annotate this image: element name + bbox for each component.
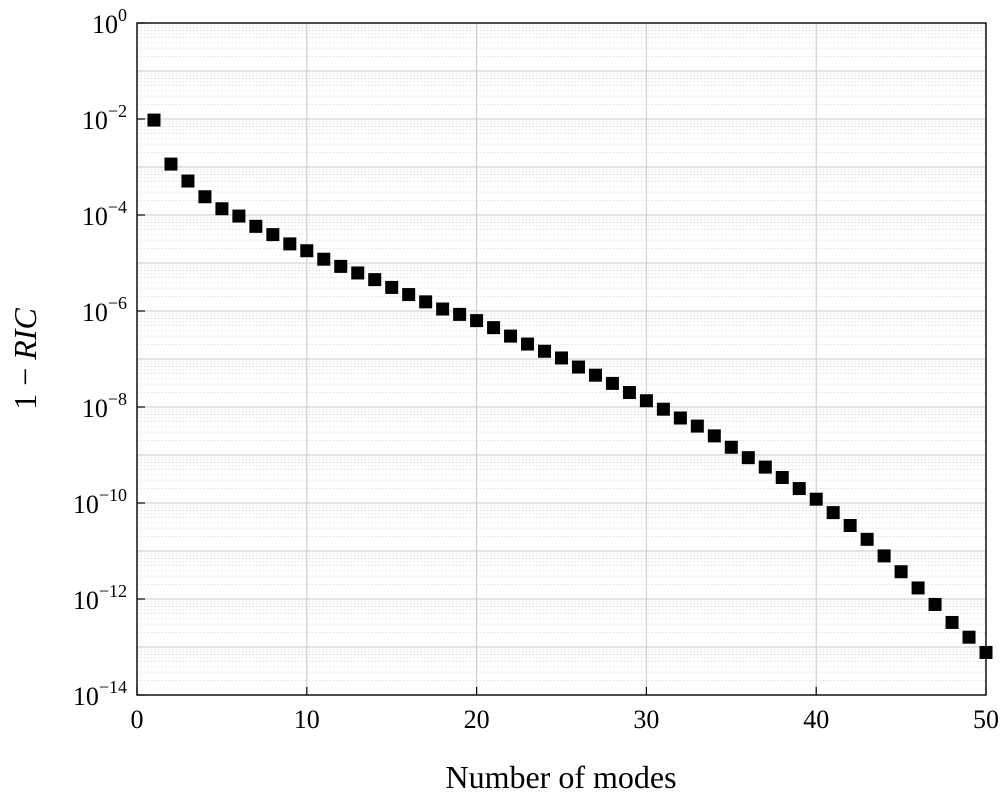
data-point xyxy=(639,394,653,408)
data-point xyxy=(436,302,450,316)
data-point xyxy=(164,157,178,171)
x-tick-label: 10 xyxy=(294,705,320,734)
data-point xyxy=(775,470,789,484)
y-tick-label: 10−4 xyxy=(82,197,127,231)
data-point xyxy=(470,314,484,328)
data-point xyxy=(521,337,535,351)
data-point xyxy=(385,280,399,294)
y-tick-label: 10−12 xyxy=(73,581,127,615)
data-point xyxy=(962,630,976,644)
data-point xyxy=(504,329,518,343)
data-point xyxy=(928,597,942,611)
data-point xyxy=(877,549,891,563)
data-point xyxy=(792,482,806,496)
data-point xyxy=(758,460,772,474)
data-point xyxy=(605,376,619,390)
data-point xyxy=(453,307,467,321)
data-point xyxy=(283,237,297,251)
data-point xyxy=(334,259,348,273)
y-axis-label-prefix: 1 − xyxy=(7,360,43,410)
x-axis: 0 10 20 30 40 50 xyxy=(131,687,999,734)
y-tick-label: 10−14 xyxy=(73,677,127,711)
data-point xyxy=(215,202,229,216)
data-point xyxy=(656,402,670,416)
data-point xyxy=(741,451,755,465)
x-axis-label: Number of modes xyxy=(445,759,676,795)
data-point xyxy=(266,228,280,242)
data-point xyxy=(368,273,382,287)
y-tick-label: 10−2 xyxy=(82,101,127,135)
data-point xyxy=(181,174,195,188)
data-point xyxy=(826,506,840,520)
data-point xyxy=(571,360,585,374)
data-point xyxy=(249,219,263,233)
y-tick-label: 100 xyxy=(92,5,127,39)
data-point xyxy=(707,429,721,443)
x-tick-label: 20 xyxy=(464,705,490,734)
y-axis-label-italic: RIC xyxy=(7,308,43,361)
data-point xyxy=(724,440,738,454)
y-tick-label: 10−10 xyxy=(73,485,127,519)
data-point xyxy=(198,190,212,204)
data-point xyxy=(809,492,823,506)
y-axis-label: 1 − RIC xyxy=(7,308,43,410)
data-point xyxy=(351,266,365,280)
plot-frame xyxy=(136,22,987,696)
x-tick-label: 0 xyxy=(131,705,144,734)
y-tick-label: 10−8 xyxy=(82,389,127,423)
data-point xyxy=(622,386,636,400)
data-point xyxy=(588,368,602,382)
y-tick-label: 10−6 xyxy=(82,293,127,327)
data-point xyxy=(232,209,246,223)
data-point xyxy=(419,295,433,309)
data-point xyxy=(555,351,568,365)
y-axis: 100 10−2 10−4 10−6 10−8 10−10 10−12 10−14 xyxy=(73,5,145,711)
data-point xyxy=(147,113,161,127)
data-point xyxy=(945,615,959,629)
x-tick-label: 30 xyxy=(633,705,659,734)
data-point xyxy=(402,288,416,302)
x-tick-label: 40 xyxy=(803,705,829,734)
data-point xyxy=(538,344,552,358)
data-point xyxy=(894,565,908,579)
data-point xyxy=(690,419,704,433)
data-point xyxy=(317,252,331,266)
data-point xyxy=(673,411,687,425)
data-point xyxy=(487,321,501,335)
data-points xyxy=(147,113,993,659)
x-tick-label: 50 xyxy=(973,705,999,734)
data-point xyxy=(860,532,874,546)
data-point xyxy=(843,518,857,532)
data-point xyxy=(300,244,314,258)
data-point xyxy=(911,581,925,595)
